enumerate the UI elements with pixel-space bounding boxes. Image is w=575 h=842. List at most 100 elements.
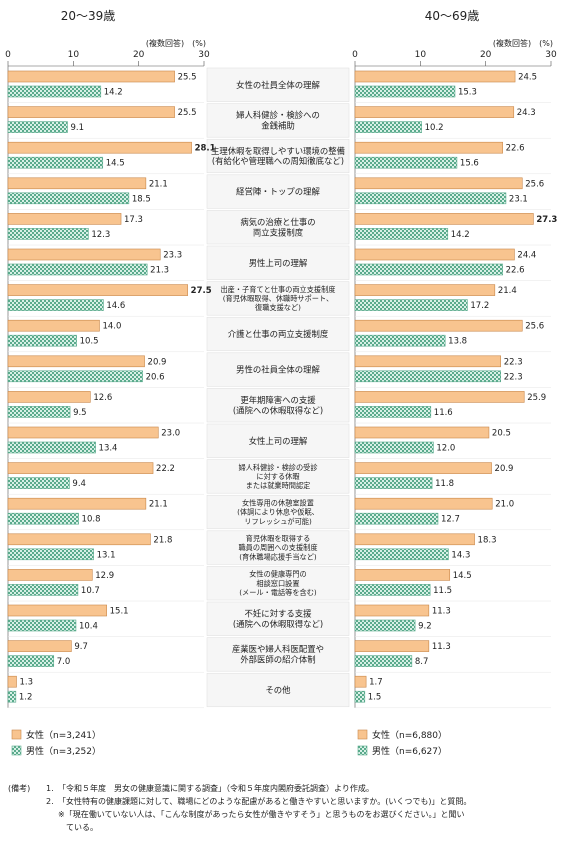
data-label-female: 15.1 <box>110 607 129 617</box>
category-box <box>206 672 350 708</box>
panel-title: 40～69歳 <box>425 9 480 23</box>
note-text: 「令和５年度 男女の健康意識に関する調査」（令和５年度内閣府委託調査）より作成。 <box>58 784 374 793</box>
category-label: に対する休暇 <box>256 472 299 481</box>
category-label: 産業医や婦人科医配置や <box>232 644 324 654</box>
data-label-female: 20.5 <box>492 429 511 439</box>
bar-female <box>7 248 161 261</box>
bar-female <box>354 675 367 688</box>
data-label-male: 21.3 <box>150 266 169 276</box>
category-label: (通院への休暇取得など) <box>233 619 323 629</box>
category-label: 金銭補助 <box>261 121 295 131</box>
category-label: 病気の治療と仕事の <box>240 217 315 227</box>
data-label-female: 21.4 <box>498 286 517 296</box>
bar-male <box>7 655 55 667</box>
legend-label-female: 女性（n=6,880） <box>372 729 447 741</box>
category-label: 男性の社員全体の理解 <box>236 365 320 375</box>
category-box <box>206 174 350 209</box>
category-box <box>206 388 350 423</box>
category-label: (メール・電話等を含む) <box>239 588 317 597</box>
data-label-female: 25.5 <box>178 73 197 83</box>
category-label: 女性の社員全体の理解 <box>236 80 320 90</box>
data-label-male: 10.7 <box>81 586 100 596</box>
category-label: または就業時間認定 <box>246 481 311 490</box>
note-asterisk-cont: ている。 <box>66 823 98 832</box>
data-label-male: 1.2 <box>19 693 33 703</box>
bar-male <box>354 690 366 703</box>
data-label-male: 13.8 <box>448 337 467 347</box>
data-label-female: 23.0 <box>161 429 180 439</box>
data-label-female: 21.0 <box>495 500 514 510</box>
bar-female <box>7 391 91 403</box>
bar-male <box>354 299 468 311</box>
category-label: 復職支援など) <box>255 303 301 312</box>
data-label-male: 1.5 <box>368 693 382 703</box>
bar-male <box>7 85 102 98</box>
bar-female <box>7 497 147 510</box>
data-label-male: 11.5 <box>433 586 452 596</box>
category-label: リフレッシュが可能) <box>244 517 312 526</box>
category-box <box>206 316 350 352</box>
bar-male <box>354 334 446 347</box>
data-label-female: 11.3 <box>432 642 451 652</box>
bar-male <box>7 441 96 454</box>
bar-male <box>354 655 413 667</box>
bar-female <box>354 391 525 403</box>
note-number: 1. <box>46 784 54 793</box>
bar-male <box>354 85 456 98</box>
data-label-female: 14.5 <box>453 571 472 581</box>
x-tick-label: 30 <box>198 50 210 60</box>
legend-swatch-female <box>357 729 368 740</box>
x-tick-label: 10 <box>415 50 427 60</box>
bar-male <box>354 370 501 383</box>
bar-female <box>354 106 515 118</box>
data-label-male: 17.2 <box>470 301 489 311</box>
bar-male <box>7 263 148 276</box>
category-box <box>206 637 350 672</box>
data-label-female: 21.1 <box>149 179 168 189</box>
data-label-female: 22.6 <box>506 144 525 154</box>
category-box <box>206 601 350 636</box>
bar-female <box>7 426 159 439</box>
data-label-female: 23.3 <box>163 251 182 261</box>
bar-female <box>354 248 515 261</box>
bar-female <box>354 604 430 617</box>
data-label-female: 21.8 <box>153 535 172 545</box>
category-label: 育児休暇を取得する <box>246 534 311 543</box>
bar-male <box>354 584 431 596</box>
x-tick-label: 0 <box>352 50 358 60</box>
category-label: (通院への休暇取得など) <box>233 405 323 415</box>
bar-male <box>354 121 422 133</box>
bar-female <box>7 319 100 332</box>
category-label: 男性上司の理解 <box>249 258 308 268</box>
category-label: 不妊に対する支援 <box>245 609 313 619</box>
bar-male <box>7 299 104 311</box>
category-label: (育休職場応援手当など) <box>239 552 317 561</box>
category-label: 職員の周囲への支援制度 <box>238 543 317 552</box>
note-number: 2. <box>46 797 54 806</box>
category-label: 更年期障害への支援 <box>240 395 316 405</box>
data-label-female: 20.9 <box>148 357 167 367</box>
bar-male <box>354 512 439 525</box>
bar-male <box>7 406 71 418</box>
category-label: 婦人科健診・検診への <box>236 110 320 120</box>
bar-female <box>7 106 175 118</box>
category-box <box>206 138 350 174</box>
data-label-female: 17.3 <box>124 215 143 225</box>
data-label-male: 14.6 <box>106 301 125 311</box>
data-label-male: 18.5 <box>132 194 151 204</box>
data-label-female: 18.3 <box>478 535 497 545</box>
category-box <box>206 566 350 601</box>
data-label-male: 22.3 <box>504 372 523 382</box>
data-label-male: 12.0 <box>436 444 455 454</box>
category-label: (有給化や管理職への周知徹底など) <box>212 156 344 166</box>
category-label: 両立支援制度 <box>253 227 304 237</box>
bar-male <box>7 548 94 561</box>
category-label: 外部医師の紹介体制 <box>240 655 315 665</box>
data-label-male: 15.6 <box>460 159 479 169</box>
category-label: (体調により休息や仮眠、 <box>237 508 319 517</box>
data-label-male: 14.2 <box>451 230 470 240</box>
data-label-male: 9.4 <box>72 479 86 489</box>
bar-male <box>354 477 433 489</box>
bar-female <box>354 213 534 225</box>
bar-female <box>354 355 501 368</box>
